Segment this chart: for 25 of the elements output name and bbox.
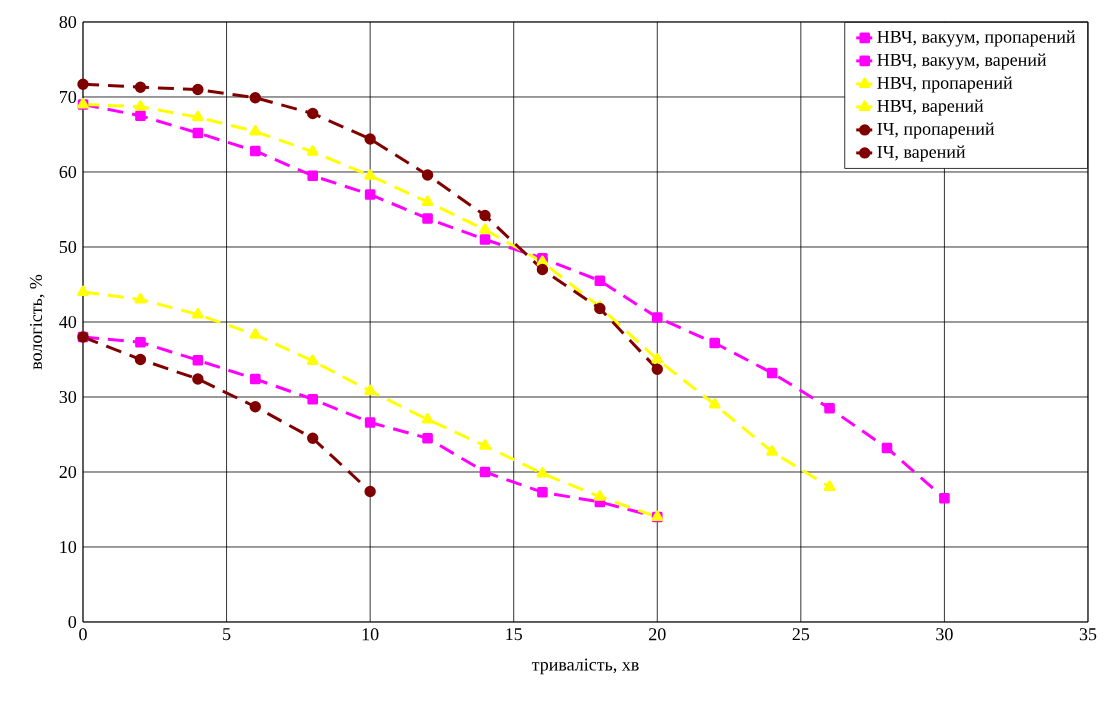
y-axis-title: вологість, % [29,274,45,370]
x-tick-label: 10 [362,628,379,641]
legend-label: ІЧ, варений [877,145,966,162]
y-tick-label: 80 [59,15,77,29]
y-tick-label: 60 [59,165,77,179]
y-tick-label: 0 [68,615,77,629]
x-tick-label: 0 [79,628,87,641]
legend-label: НВЧ, вакуум, пропарений [877,30,1076,47]
legend-label: ІЧ, пропарений [877,122,995,139]
y-tick-label: 70 [60,90,77,104]
x-tick-label: 25 [792,628,810,641]
y-tick-label: 50 [59,240,77,254]
x-tick-label: 5 [223,628,231,641]
x-tick-label: 15 [506,628,522,641]
x-tick-label: 35 [1079,628,1097,641]
y-tick-label: 10 [60,540,77,554]
y-tick-label: 40 [59,315,77,329]
x-axis-title: тривалість, хв [531,658,639,675]
legend-label: НВЧ, пропарений [877,76,1013,93]
legend-label: НВЧ, вакуум, варений [877,53,1047,70]
y-tick-label: 30 [59,390,77,404]
x-tick-label: 20 [649,628,666,641]
y-tick-label: 20 [59,465,77,479]
x-tick-label: 30 [936,628,953,641]
legend-label: НВЧ, варений [877,99,984,116]
